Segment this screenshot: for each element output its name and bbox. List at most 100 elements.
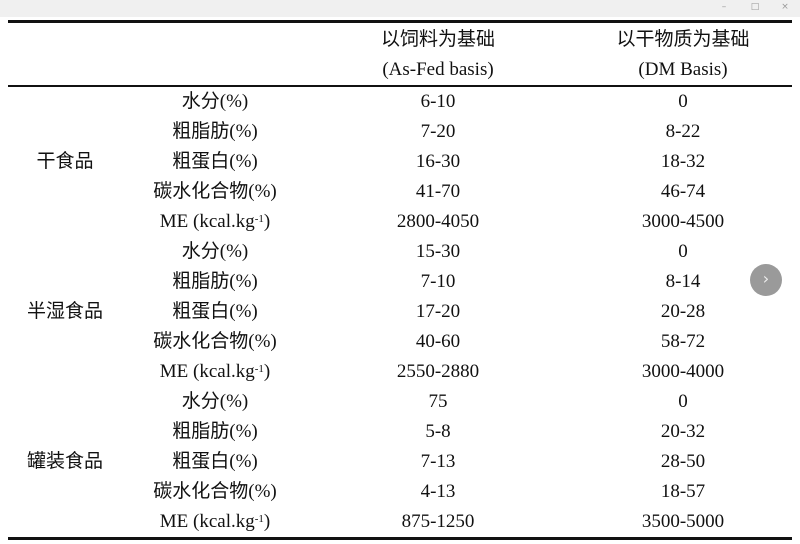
dm-value: 18-32 [575,147,791,177]
as-fed-value: 41-70 [330,177,546,207]
nutrient-label: 水分(%) [130,387,300,417]
dm-value-text: 18-57 [660,481,706,502]
dm-value-text: 0 [678,91,688,112]
as-fed-value: 875-1250 [330,507,546,537]
nutrient-label: ME (kcal.kg-1) [130,357,300,387]
as-fed-value: 75 [330,387,546,417]
as-fed-value-text: 4-13 [420,481,456,502]
unit-close: ) [263,511,271,532]
nutrient-label-text: ME (kcal.kg [159,361,255,382]
nutrient-label-text: 粗蛋白(%) [172,301,258,322]
nutrient-label-text: ME (kcal.kg [159,511,255,532]
as-fed-value-text: 75 [428,391,448,412]
dm-value-text: 20-28 [660,301,706,322]
as-fed-value-text: 6-10 [420,91,456,112]
as-fed-value: 15-30 [330,237,546,267]
next-image-button[interactable]: › [750,264,782,296]
nutrient-label-text: 水分(%) [181,91,249,112]
nutrient-label-text: 碳水化合物(%) [153,181,277,202]
as-fed-value: 6-10 [330,87,546,117]
nutrient-label-text: 粗脂肪(%) [172,271,258,292]
dm-value: 3500-5000 [575,507,791,537]
table-bottom-rule [8,537,792,540]
as-fed-value-text: 2550-2880 [396,361,480,382]
dm-value-text: 46-74 [660,181,706,202]
group-label: 干食品 [36,151,94,172]
header-dm-cn: 以干物质为基础 [616,29,750,50]
dm-value: 28-50 [575,447,791,477]
nutrient-label: 水分(%) [130,87,300,117]
nutrient-label-text: 粗脂肪(%) [172,121,258,142]
header-as-fed-en: (As-Fed basis) [382,59,494,80]
dm-value-text: 3000-4000 [641,361,725,382]
dm-value-text: 0 [678,391,688,412]
dm-value-text: 18-32 [660,151,706,172]
dm-value-text: 8-14 [665,271,701,292]
as-fed-value-text: 5-8 [425,421,451,442]
as-fed-value: 7-13 [330,447,546,477]
as-fed-value-text: 16-30 [415,151,461,172]
as-fed-value: 5-8 [330,417,546,447]
as-fed-value: 2550-2880 [330,357,546,387]
nutrient-label-text: 粗脂肪(%) [172,421,258,442]
dm-value-text: 28-50 [660,451,706,472]
as-fed-value: 40-60 [330,327,546,357]
dm-value: 18-57 [575,477,791,507]
dm-value-text: 58-72 [660,331,706,352]
as-fed-value-text: 7-13 [420,451,456,472]
as-fed-value-text: 7-10 [420,271,456,292]
nutrient-label: 粗蛋白(%) [130,147,300,177]
dm-value: 8-14 [575,267,791,297]
nutrient-label: 碳水化合物(%) [130,327,300,357]
nutrient-label: 粗脂肪(%) [130,267,300,297]
nutrient-label: 水分(%) [130,237,300,267]
dm-value: 46-74 [575,177,791,207]
as-fed-value-text: 41-70 [415,181,461,202]
nutrient-label-text: 粗蛋白(%) [172,451,258,472]
as-fed-value-text: 875-1250 [401,511,475,532]
as-fed-value-text: 17-20 [415,301,461,322]
unit-superscript: -1 [254,213,264,225]
dm-value: 0 [575,237,791,267]
nutrient-label: ME (kcal.kg-1) [130,207,300,237]
dm-value: 8-22 [575,117,791,147]
nutrient-label: 粗脂肪(%) [130,417,300,447]
dm-value: 0 [575,87,791,117]
unit-superscript: -1 [254,513,264,525]
close-button[interactable]: × [781,2,789,12]
nutrient-label-text: 碳水化合物(%) [153,481,277,502]
dm-value-text: 3000-4500 [641,211,725,232]
dm-value-text: 0 [678,241,688,262]
as-fed-value: 17-20 [330,297,546,327]
dm-value: 3000-4500 [575,207,791,237]
dm-value-text: 3500-5000 [641,511,725,532]
as-fed-value: 16-30 [330,147,546,177]
as-fed-value-text: 40-60 [415,331,461,352]
nutrient-label-text: 水分(%) [181,391,249,412]
dm-value: 3000-4000 [575,357,791,387]
header-rule [8,85,792,87]
nutrient-label: 粗蛋白(%) [130,297,300,327]
nutrient-label: 碳水化合物(%) [130,177,300,207]
dm-value: 0 [575,387,791,417]
dm-value-text: 8-22 [665,121,701,142]
as-fed-value: 7-20 [330,117,546,147]
nutrient-label-text: 碳水化合物(%) [153,331,277,352]
minimize-button[interactable]: – [721,2,727,12]
header-dm-en: (DM Basis) [638,59,728,80]
group-label: 罐装食品 [26,451,103,472]
maximize-button[interactable]: □ [750,2,760,12]
header-as-fed-cn: 以饲料为基础 [380,29,495,50]
nutrient-label-text: 粗蛋白(%) [172,151,258,172]
nutrient-label: ME (kcal.kg-1) [130,507,300,537]
nutrient-label: 碳水化合物(%) [130,477,300,507]
as-fed-value: 4-13 [330,477,546,507]
title-bar: – □ × [0,0,800,17]
dm-value-text: 20-32 [660,421,706,442]
as-fed-value: 2800-4050 [330,207,546,237]
nutrient-label-text: 水分(%) [181,241,249,262]
unit-close: ) [263,361,271,382]
nutrient-label: 粗脂肪(%) [130,117,300,147]
as-fed-value: 7-10 [330,267,546,297]
dm-value: 20-32 [575,417,791,447]
